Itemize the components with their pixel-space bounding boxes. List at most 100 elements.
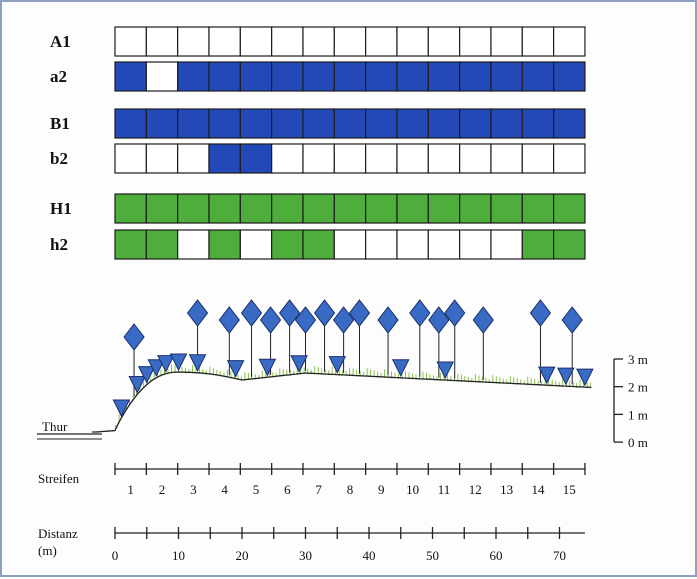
strip-label: 13 — [500, 482, 513, 497]
grid-cell — [114, 108, 147, 139]
grid-cell — [145, 143, 179, 174]
triangle-marker — [226, 360, 245, 378]
grid-cell — [396, 26, 429, 57]
triangle-marker — [137, 366, 156, 384]
grid-cell — [365, 61, 398, 92]
distance-axis-title: Distanz — [38, 526, 78, 541]
diamond-marker — [332, 306, 355, 334]
grid-cell — [459, 61, 492, 92]
grid-cell — [333, 143, 367, 174]
grid-cell — [302, 108, 335, 139]
grid-cell — [302, 193, 335, 224]
height-tick-label: 2 m — [628, 380, 648, 395]
distance-label: 10 — [172, 548, 185, 563]
grid-cell — [427, 193, 461, 224]
grid-cell — [114, 193, 147, 224]
triangle-marker — [147, 359, 166, 377]
triangle-marker — [391, 359, 410, 377]
grid-cell — [521, 108, 555, 139]
distance-label: 60 — [490, 548, 503, 563]
grid-cell — [177, 229, 210, 260]
grid-cell — [459, 193, 492, 224]
distance-label: 20 — [236, 548, 249, 563]
grid-cell — [239, 26, 273, 57]
triangle-marker — [128, 375, 147, 394]
triangle-marker — [290, 355, 308, 373]
triangle-marker — [537, 366, 556, 385]
diamond-marker — [259, 306, 282, 334]
terrain-profile: Thur — [37, 299, 594, 440]
diamond-marker — [348, 299, 371, 327]
grid-cell — [365, 108, 398, 139]
strip-label: 15 — [563, 482, 576, 497]
distance-label: 70 — [553, 548, 566, 563]
grid-cell — [333, 26, 367, 57]
grid-cell — [239, 143, 273, 174]
grid-cell — [490, 61, 523, 92]
triangle-marker — [156, 355, 175, 373]
grid-cell — [427, 229, 461, 260]
grid-cell — [396, 108, 429, 139]
diamond-marker — [313, 299, 336, 327]
grid-cell — [302, 229, 335, 260]
diamond-marker — [240, 299, 263, 327]
river-label: Thur — [42, 419, 68, 434]
height-tick-label: 0 m — [628, 435, 648, 450]
grid-cell — [427, 61, 461, 92]
triangle-marker — [436, 361, 455, 380]
grid-cell — [114, 229, 147, 260]
grid-cell — [553, 26, 586, 57]
strip-label: 11 — [438, 482, 451, 497]
triangle-marker — [258, 358, 277, 377]
strip-label: 4 — [221, 482, 228, 497]
grid-cell — [490, 229, 523, 260]
height-scale: 3 m 2 m 1 m 0 m — [613, 352, 648, 450]
height-tick-label: 3 m — [628, 352, 648, 367]
grid-cell — [271, 61, 304, 92]
grid-cell — [521, 61, 555, 92]
grid-cell — [553, 229, 586, 260]
triangle-marker — [576, 368, 594, 387]
grid-cell — [427, 26, 461, 57]
grid-cell — [145, 193, 179, 224]
distance-label: 50 — [426, 548, 439, 563]
grid-cell — [145, 229, 179, 260]
grid-cell — [396, 193, 429, 224]
grid-cell — [239, 108, 273, 139]
grid-cell — [208, 26, 241, 57]
strip-label: 10 — [406, 482, 419, 497]
grid-cell — [239, 229, 273, 260]
grid-cell — [271, 229, 304, 260]
strip-label: 12 — [469, 482, 482, 497]
strip-axis-title: Streifen — [38, 471, 80, 486]
grid-cell — [396, 229, 429, 260]
grid-cell — [145, 61, 179, 92]
distance-label: 0 — [112, 548, 119, 563]
strip-label: 9 — [378, 482, 385, 497]
grid-cell — [208, 229, 241, 260]
grid-cell — [208, 108, 241, 139]
grid-cell — [553, 193, 586, 224]
grid-cell — [553, 108, 586, 139]
diamond-marker — [428, 306, 450, 334]
diamond-marker — [278, 299, 301, 327]
strip-label: 5 — [253, 482, 260, 497]
diamond-marker — [472, 306, 494, 334]
distance-axis-unit: (m) — [38, 543, 57, 558]
grid-cell — [333, 61, 367, 92]
diamond-marker — [561, 306, 583, 334]
grid-cell — [396, 143, 429, 174]
diamond-marker — [377, 306, 399, 334]
grid-cell — [490, 143, 523, 174]
grid-cell — [208, 143, 241, 174]
grid-cell — [365, 26, 398, 57]
grid-cell — [114, 143, 147, 174]
grid-cell — [427, 108, 461, 139]
triangle-marker — [328, 356, 347, 374]
grid-cell — [490, 26, 523, 57]
grid-cell — [396, 61, 429, 92]
grid-cell — [239, 193, 273, 224]
grid-cell — [553, 61, 586, 92]
